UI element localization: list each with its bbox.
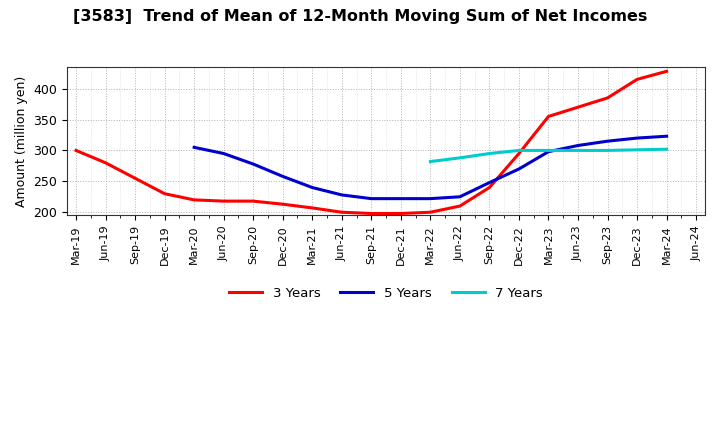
Text: [3583]  Trend of Mean of 12-Month Moving Sum of Net Incomes: [3583] Trend of Mean of 12-Month Moving … <box>73 9 647 24</box>
7 Years <box>426 159 435 164</box>
5 Years <box>279 174 287 179</box>
Line: 3 Years: 3 Years <box>76 71 667 213</box>
5 Years <box>603 139 612 144</box>
3 Years <box>515 151 523 156</box>
Legend: 3 Years, 5 Years, 7 Years: 3 Years, 5 Years, 7 Years <box>224 281 548 305</box>
7 Years <box>456 155 464 161</box>
3 Years <box>603 95 612 101</box>
3 Years <box>338 209 346 215</box>
3 Years <box>308 205 317 211</box>
7 Years <box>515 148 523 153</box>
5 Years <box>633 136 642 141</box>
3 Years <box>131 176 140 181</box>
3 Years <box>574 105 582 110</box>
5 Years <box>367 196 376 201</box>
5 Years <box>308 185 317 190</box>
3 Years <box>102 160 110 165</box>
5 Years <box>515 166 523 172</box>
7 Years <box>574 148 582 153</box>
5 Years <box>485 180 494 185</box>
7 Years <box>662 147 671 152</box>
3 Years <box>190 197 199 202</box>
5 Years <box>662 134 671 139</box>
3 Years <box>72 148 81 153</box>
3 Years <box>220 198 228 204</box>
3 Years <box>397 211 405 216</box>
5 Years <box>397 196 405 201</box>
3 Years <box>633 77 642 82</box>
Line: 7 Years: 7 Years <box>431 149 667 161</box>
3 Years <box>485 185 494 190</box>
3 Years <box>544 114 553 119</box>
5 Years <box>544 149 553 154</box>
3 Years <box>426 209 435 215</box>
5 Years <box>190 145 199 150</box>
5 Years <box>574 143 582 148</box>
3 Years <box>161 191 169 196</box>
3 Years <box>367 211 376 216</box>
3 Years <box>279 202 287 207</box>
5 Years <box>456 194 464 199</box>
3 Years <box>456 203 464 209</box>
5 Years <box>249 161 258 167</box>
3 Years <box>249 198 258 204</box>
3 Years <box>662 69 671 74</box>
5 Years <box>338 192 346 198</box>
5 Years <box>220 151 228 156</box>
Line: 5 Years: 5 Years <box>194 136 667 198</box>
7 Years <box>603 148 612 153</box>
7 Years <box>633 147 642 152</box>
7 Years <box>544 148 553 153</box>
5 Years <box>426 196 435 201</box>
7 Years <box>485 151 494 156</box>
Y-axis label: Amount (million yen): Amount (million yen) <box>15 76 28 207</box>
